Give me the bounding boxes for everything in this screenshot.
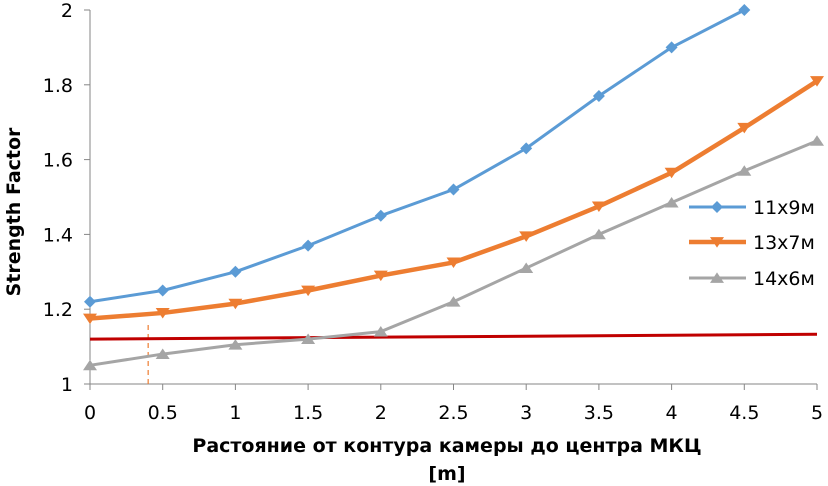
data-point-marker [374,209,387,222]
x-tick-label: 5 [811,402,823,424]
data-point-marker [520,142,533,155]
data-point-marker [447,183,460,196]
y-tick-label: 1.8 [43,75,73,97]
data-point-marker [302,239,315,252]
data-point-marker [710,272,724,283]
x-tick-label: 0.5 [148,402,178,424]
data-point-marker [155,348,170,359]
data-point-marker [156,284,169,297]
x-tick-label: 1 [229,402,241,424]
data-point-marker [155,308,170,319]
data-point-marker [84,295,96,308]
legend-label: 14x6м [753,268,815,290]
data-point-marker [446,296,461,307]
legend-label: 11x9м [753,197,815,219]
y-tick-label: 1.2 [43,299,73,321]
data-point-marker [519,231,534,242]
y-tick-label: 2 [61,0,73,22]
data-point-marker [810,76,824,87]
axes: 1 1.2 1.4 1.6 1.8 2 0 0.5 1 1.5 2 2.5 3 3.5 4 4.5 5 [43,0,823,424]
data-point-marker [810,135,824,146]
x-tick-label: 3.5 [584,402,614,424]
data-point-marker [301,285,316,297]
x-tick-label: 0 [84,402,96,424]
x-tick-label: 1.5 [293,402,323,424]
x-tick-label: 4 [666,402,678,424]
x-tick-label: 3 [520,402,532,424]
data-point-marker [591,201,606,212]
data-point-marker [664,197,679,208]
y-tick-label: 1 [61,374,73,396]
series-line [89,79,819,321]
data-point-marker [228,298,243,310]
data-point-marker [664,167,679,179]
data-point-marker [591,228,606,240]
series-line [89,139,818,367]
series-2 [83,76,824,325]
data-point-marker [737,165,752,176]
data-point-marker [228,339,243,350]
data-point-marker [301,333,316,345]
x-tick-label: 2.5 [438,402,468,424]
data-point-marker [83,359,97,371]
data-point-marker [446,257,461,269]
series-layer [83,4,824,384]
data-point-marker [229,265,242,278]
data-point-marker [373,270,388,282]
x-tick-label: 2 [375,402,387,424]
data-point-marker [710,237,724,248]
y-axis-title: Strength Factor [3,127,25,296]
data-point-marker [737,122,752,134]
data-point-marker [665,41,678,54]
data-point-marker [738,4,751,16]
data-point-marker [711,201,723,213]
reference-line [89,332,818,341]
x-tick-label: 4.5 [729,402,759,424]
legend-label: 13x7м [753,232,815,254]
series-line [89,8,745,304]
data-point-marker [83,313,97,325]
y-tick-label: 1.6 [43,150,73,172]
legend: 11x9м 13x7м 14x6м [689,197,815,290]
series-3 [83,135,824,371]
x-axis-title-line1: Растояние от контура камеры до центра МК… [192,435,701,457]
y-tick-label: 1.4 [43,224,73,246]
series-1 [84,4,751,308]
data-point-marker [519,262,534,273]
x-axis-title-line2: [m] [428,463,465,485]
data-point-marker [373,326,388,337]
data-point-marker [592,90,605,103]
